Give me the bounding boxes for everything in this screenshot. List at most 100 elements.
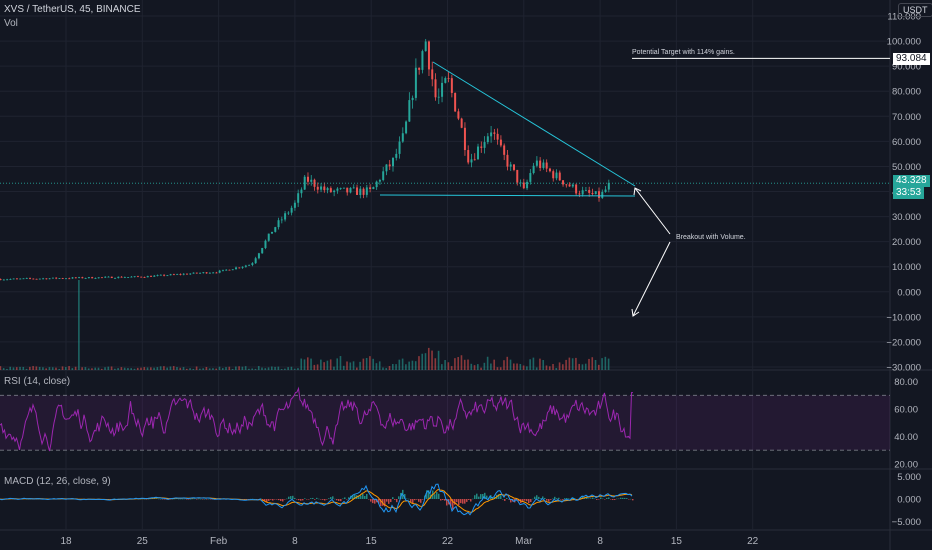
candle-body [231,269,234,271]
volume-bar [133,368,136,370]
candle-body [447,78,450,79]
macd-histogram-bar [614,499,616,501]
candle-body [535,160,538,166]
macd-histogram-bar [276,499,278,500]
breakout-annotation[interactable]: Breakout with Volume. [676,234,746,241]
volume-bar [512,363,515,370]
macd-histogram-bar [266,499,268,503]
macd-histogram-bar [182,498,184,500]
price-candles [0,38,610,281]
candle-body [277,220,280,228]
volume-bar [65,367,67,370]
volume-bar [346,361,348,370]
candle-body [375,181,378,188]
volume-bar [490,363,492,370]
macd-legend[interactable]: MACD (12, 26, close, 9) [4,476,111,487]
candle-body [356,187,359,195]
candle-body [32,278,35,280]
candle-body [532,165,535,174]
candle-body [578,193,581,195]
candle-body [490,132,493,137]
macd-histogram-bar [204,498,206,500]
candle-body [509,164,512,167]
macd-histogram-bar [414,499,416,501]
volume-bar [584,363,587,370]
candle-body [303,176,306,190]
macd-histogram-bar [362,493,364,499]
candle-body [78,277,81,279]
volume-bar [509,359,512,370]
candle-body [454,92,457,112]
macd-histogram-bar [268,499,270,501]
macd-histogram-bar [538,496,540,499]
macd-histogram-bar [344,497,346,499]
time-tick-label: 22 [747,536,759,547]
volume-bar [320,359,322,370]
macd-histogram-bar [484,492,486,499]
candle-body [473,159,476,161]
candle-body [140,276,143,278]
candle-body [51,277,54,279]
macd-histogram-bar [314,499,316,500]
volume-bar [267,367,270,370]
volume-bar [503,360,505,370]
candle-body [378,180,381,182]
volume-bar [81,367,83,370]
macd-histogram-bar [410,499,412,503]
volume-bar [61,366,64,370]
macd-histogram-bar [148,498,150,500]
macd-histogram-bar [616,498,618,500]
candle-body [241,266,244,268]
macd-histogram-bar [174,498,176,500]
drawings [0,57,890,317]
macd-histogram-bar [348,497,350,499]
macd-histogram-bar [336,499,338,501]
candle-body [45,278,48,280]
volume-bar [107,366,110,370]
volume-bar [74,366,77,370]
macd-histogram-bar [308,499,310,500]
macd-histogram-bar [180,498,182,500]
currency-button[interactable]: USDT [898,3,932,17]
volume-bar [189,368,191,370]
volume-bar [594,359,597,370]
volume-legend[interactable]: Vol [4,18,18,29]
volume-bar [333,366,335,370]
candle-body [117,276,120,278]
candle-body [542,162,545,168]
rsi-legend[interactable]: RSI (14, close) [4,376,71,387]
candle-body [19,278,22,280]
candle-body [359,188,362,195]
candle-body [264,240,267,248]
volume-bar [166,367,168,370]
target-annotation[interactable]: Potential Target with 114% gains. [632,49,735,56]
macd-histogram-bar [270,499,272,500]
macd-histogram-bar [442,499,444,501]
candle-body [526,181,529,189]
volume-bar [398,359,401,370]
candle-body [91,277,94,279]
volume-bar [248,368,250,370]
candle-body [552,171,555,179]
candle-body [257,253,260,259]
candle-body [136,276,139,278]
macd-pane [0,483,634,516]
volume-bar [604,356,607,370]
volume-bar [251,368,253,370]
symbol-title[interactable]: XVS / TetherUS, 45, BINANCE [4,4,141,15]
time-tick-label: 18 [60,536,72,547]
candle-body [169,274,172,276]
volume-bar [68,366,70,370]
volume-bar [598,364,600,370]
macd-histogram-bar [600,497,602,499]
candle-body [130,276,133,278]
macd-histogram-bar [412,499,414,504]
volume-bar [179,367,182,370]
volume-bar [382,367,384,370]
volume-bar [32,366,34,370]
macd-histogram-bar [306,499,308,500]
candle-body [503,145,506,155]
price-tick-label: 80.000 [892,87,921,98]
